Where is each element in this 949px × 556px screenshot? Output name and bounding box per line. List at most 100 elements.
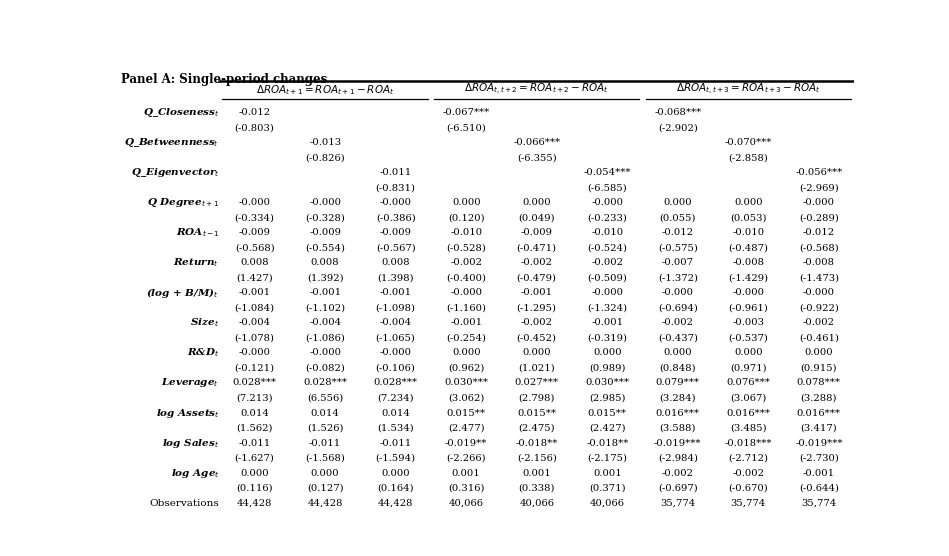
Text: 0.001: 0.001 — [452, 469, 480, 478]
Text: (-0.567): (-0.567) — [376, 244, 416, 252]
Text: 0.030***: 0.030*** — [586, 379, 629, 388]
Text: (1.427): (1.427) — [236, 274, 273, 282]
Text: Leverage$_t$: Leverage$_t$ — [161, 376, 219, 390]
Text: (3.284): (3.284) — [660, 394, 697, 403]
Text: (-0.487): (-0.487) — [728, 244, 769, 252]
Text: (-1.078): (-1.078) — [234, 334, 274, 342]
Text: (1.534): (1.534) — [378, 424, 414, 433]
Text: (7.234): (7.234) — [378, 394, 414, 403]
Text: (-1.160): (-1.160) — [446, 304, 486, 312]
Text: -0.000: -0.000 — [661, 289, 694, 297]
Text: 0.008: 0.008 — [381, 259, 410, 267]
Text: 0.008: 0.008 — [240, 259, 269, 267]
Text: 0.016***: 0.016*** — [656, 409, 699, 418]
Text: (-2.712): (-2.712) — [728, 454, 769, 463]
Text: (0.116): (0.116) — [236, 484, 273, 493]
Text: -0.001: -0.001 — [238, 289, 270, 297]
Text: -0.070***: -0.070*** — [725, 138, 772, 147]
Text: Size$_t$: Size$_t$ — [191, 316, 219, 329]
Text: -0.010: -0.010 — [450, 229, 482, 237]
Text: 0.000: 0.000 — [452, 198, 480, 207]
Text: -0.009: -0.009 — [380, 229, 412, 237]
Text: -0.000: -0.000 — [803, 289, 835, 297]
Text: 35,774: 35,774 — [801, 499, 836, 508]
Text: 0.001: 0.001 — [522, 469, 551, 478]
Text: (-1.102): (-1.102) — [305, 304, 345, 312]
Text: (-2.984): (-2.984) — [658, 454, 698, 463]
Text: -0.000: -0.000 — [238, 349, 270, 358]
Text: 40,066: 40,066 — [519, 499, 554, 508]
Text: (-6.585): (-6.585) — [587, 183, 627, 192]
Text: 0.030***: 0.030*** — [444, 379, 488, 388]
Text: 35,774: 35,774 — [731, 499, 766, 508]
Text: (0.848): (0.848) — [660, 364, 697, 373]
Text: -0.004: -0.004 — [238, 319, 270, 327]
Text: (-0.568): (-0.568) — [799, 244, 839, 252]
Text: 0.015**: 0.015** — [587, 409, 626, 418]
Text: -0.000: -0.000 — [591, 289, 623, 297]
Text: (log + B/M)$_t$: (log + B/M)$_t$ — [146, 286, 219, 300]
Text: (-0.537): (-0.537) — [729, 334, 769, 342]
Text: -0.002: -0.002 — [521, 259, 552, 267]
Text: (-0.471): (-0.471) — [516, 244, 557, 252]
Text: -0.000: -0.000 — [238, 198, 270, 207]
Text: -0.002: -0.002 — [591, 259, 623, 267]
Text: -0.008: -0.008 — [733, 259, 764, 267]
Text: -0.002: -0.002 — [803, 319, 835, 327]
Text: R&D$_t$: R&D$_t$ — [187, 346, 219, 359]
Text: -0.002: -0.002 — [733, 469, 764, 478]
Text: (2.985): (2.985) — [589, 394, 625, 403]
Text: -0.009: -0.009 — [238, 229, 270, 237]
Text: -0.066***: -0.066*** — [513, 138, 560, 147]
Text: -0.068***: -0.068*** — [654, 108, 701, 117]
Text: (-0.509): (-0.509) — [587, 274, 627, 282]
Text: -0.000: -0.000 — [380, 198, 412, 207]
Text: (-0.082): (-0.082) — [306, 364, 345, 373]
Text: (0.962): (0.962) — [448, 364, 484, 373]
Text: (3.417): (3.417) — [800, 424, 837, 433]
Text: -0.018***: -0.018*** — [725, 439, 772, 448]
Text: (-0.452): (-0.452) — [517, 334, 557, 342]
Text: (-2.266): (-2.266) — [446, 454, 486, 463]
Text: 0.000: 0.000 — [805, 349, 833, 358]
Text: Q_Closeness$_t$: Q_Closeness$_t$ — [142, 106, 219, 119]
Text: -0.000: -0.000 — [733, 289, 764, 297]
Text: -0.010: -0.010 — [591, 229, 623, 237]
Text: (-0.121): (-0.121) — [234, 364, 274, 373]
Text: 44,428: 44,428 — [307, 499, 343, 508]
Text: 35,774: 35,774 — [661, 499, 696, 508]
Text: (2.798): (2.798) — [518, 394, 555, 403]
Text: 44,428: 44,428 — [237, 499, 272, 508]
Text: (0.120): (0.120) — [448, 214, 485, 222]
Text: 0.014: 0.014 — [381, 409, 410, 418]
Text: 0.000: 0.000 — [381, 469, 410, 478]
Text: -0.000: -0.000 — [309, 198, 341, 207]
Text: 0.000: 0.000 — [734, 198, 763, 207]
Text: -0.001: -0.001 — [309, 289, 342, 297]
Text: (7.213): (7.213) — [236, 394, 273, 403]
Text: -0.000: -0.000 — [591, 198, 623, 207]
Text: (0.049): (0.049) — [518, 214, 555, 222]
Text: 0.027***: 0.027*** — [514, 379, 559, 388]
Text: (0.164): (0.164) — [378, 484, 414, 493]
Text: (-6.355): (-6.355) — [517, 153, 557, 162]
Text: (-2.730): (-2.730) — [799, 454, 839, 463]
Text: (-2.969): (-2.969) — [799, 183, 839, 192]
Text: -0.004: -0.004 — [309, 319, 342, 327]
Text: -0.018**: -0.018** — [586, 439, 628, 448]
Text: (1.392): (1.392) — [307, 274, 344, 282]
Text: (2.477): (2.477) — [448, 424, 485, 433]
Text: (-0.694): (-0.694) — [658, 304, 698, 312]
Text: -0.001: -0.001 — [380, 289, 412, 297]
Text: (-0.697): (-0.697) — [658, 484, 698, 493]
Text: 0.016***: 0.016*** — [726, 409, 771, 418]
Text: -0.002: -0.002 — [661, 469, 694, 478]
Text: 40,066: 40,066 — [589, 499, 624, 508]
Text: (0.055): (0.055) — [660, 214, 696, 222]
Text: -0.019**: -0.019** — [445, 439, 488, 448]
Text: (-0.524): (-0.524) — [587, 244, 627, 252]
Text: -0.019***: -0.019*** — [654, 439, 701, 448]
Text: (-1.084): (-1.084) — [234, 304, 274, 312]
Text: -0.003: -0.003 — [733, 319, 764, 327]
Text: (1.398): (1.398) — [378, 274, 414, 282]
